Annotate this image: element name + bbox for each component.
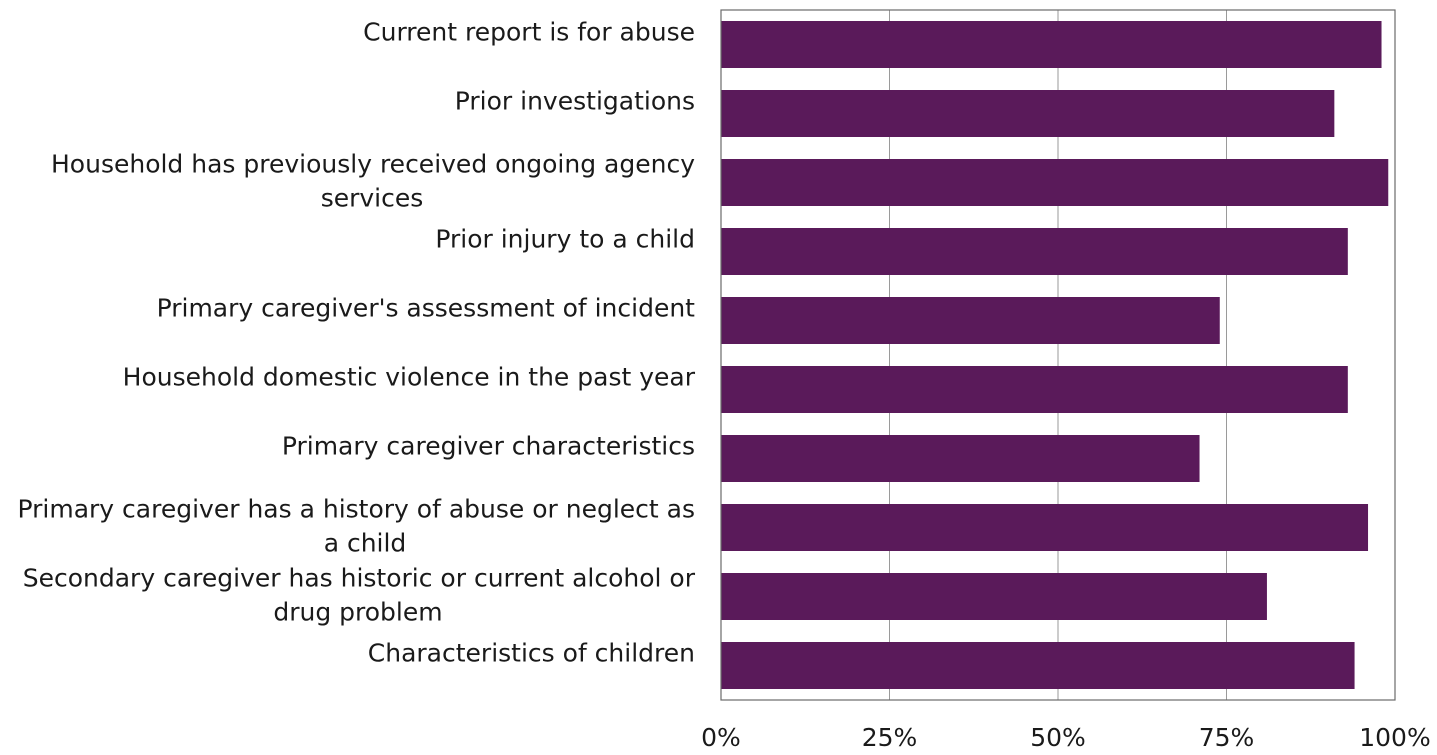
x-tick-label: 50% xyxy=(1030,723,1086,752)
bar-1 xyxy=(721,21,1382,68)
category-label: Current report is for abuse xyxy=(363,18,695,47)
category-label: Primary caregiver characteristics xyxy=(282,432,695,461)
bar-4 xyxy=(721,228,1348,275)
bar-3 xyxy=(721,159,1389,206)
bar-8 xyxy=(721,504,1369,551)
category-label: Secondary caregiver has historic or curr… xyxy=(23,564,696,627)
bars xyxy=(721,21,1389,689)
bar-9 xyxy=(721,573,1267,620)
category-label: Prior injury to a child xyxy=(435,225,695,254)
bar-7 xyxy=(721,435,1200,482)
bar-6 xyxy=(721,366,1348,413)
category-label: Household has previously received ongoin… xyxy=(51,150,695,213)
plot-area-border xyxy=(720,9,1396,701)
x-tick-label: 0% xyxy=(701,723,741,752)
bar-2 xyxy=(721,90,1335,137)
category-label: Prior investigations xyxy=(455,87,695,116)
bar-10 xyxy=(721,642,1355,689)
category-label: Primary caregiver has a history of abuse… xyxy=(18,495,696,558)
bar-5 xyxy=(721,297,1220,344)
x-tick-label: 75% xyxy=(1199,723,1255,752)
category-labels: Current report is for abuse Prior investi… xyxy=(18,18,696,668)
x-tick-label: 100% xyxy=(1359,723,1430,752)
category-label: Primary caregiver's assessment of incide… xyxy=(157,294,696,323)
category-label: Household domestic violence in the past … xyxy=(123,363,696,392)
x-axis-tick-labels: 0% 25% 50% 75% 100% xyxy=(701,723,1431,752)
category-label: Characteristics of children xyxy=(368,639,695,668)
x-tick-label: 25% xyxy=(862,723,918,752)
